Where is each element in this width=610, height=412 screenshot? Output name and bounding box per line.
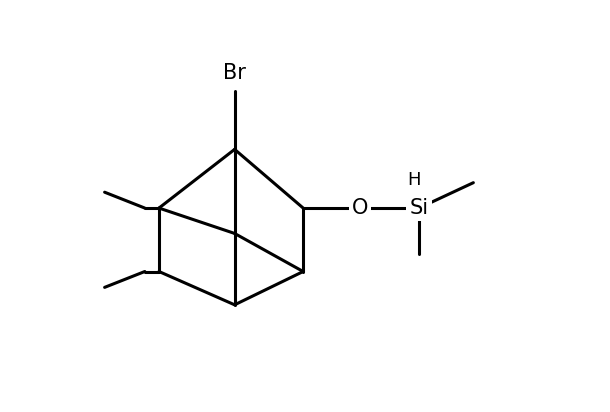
Text: O: O [352,198,368,218]
Text: Si: Si [409,198,429,218]
Text: H: H [407,171,421,189]
Text: Br: Br [223,63,246,83]
